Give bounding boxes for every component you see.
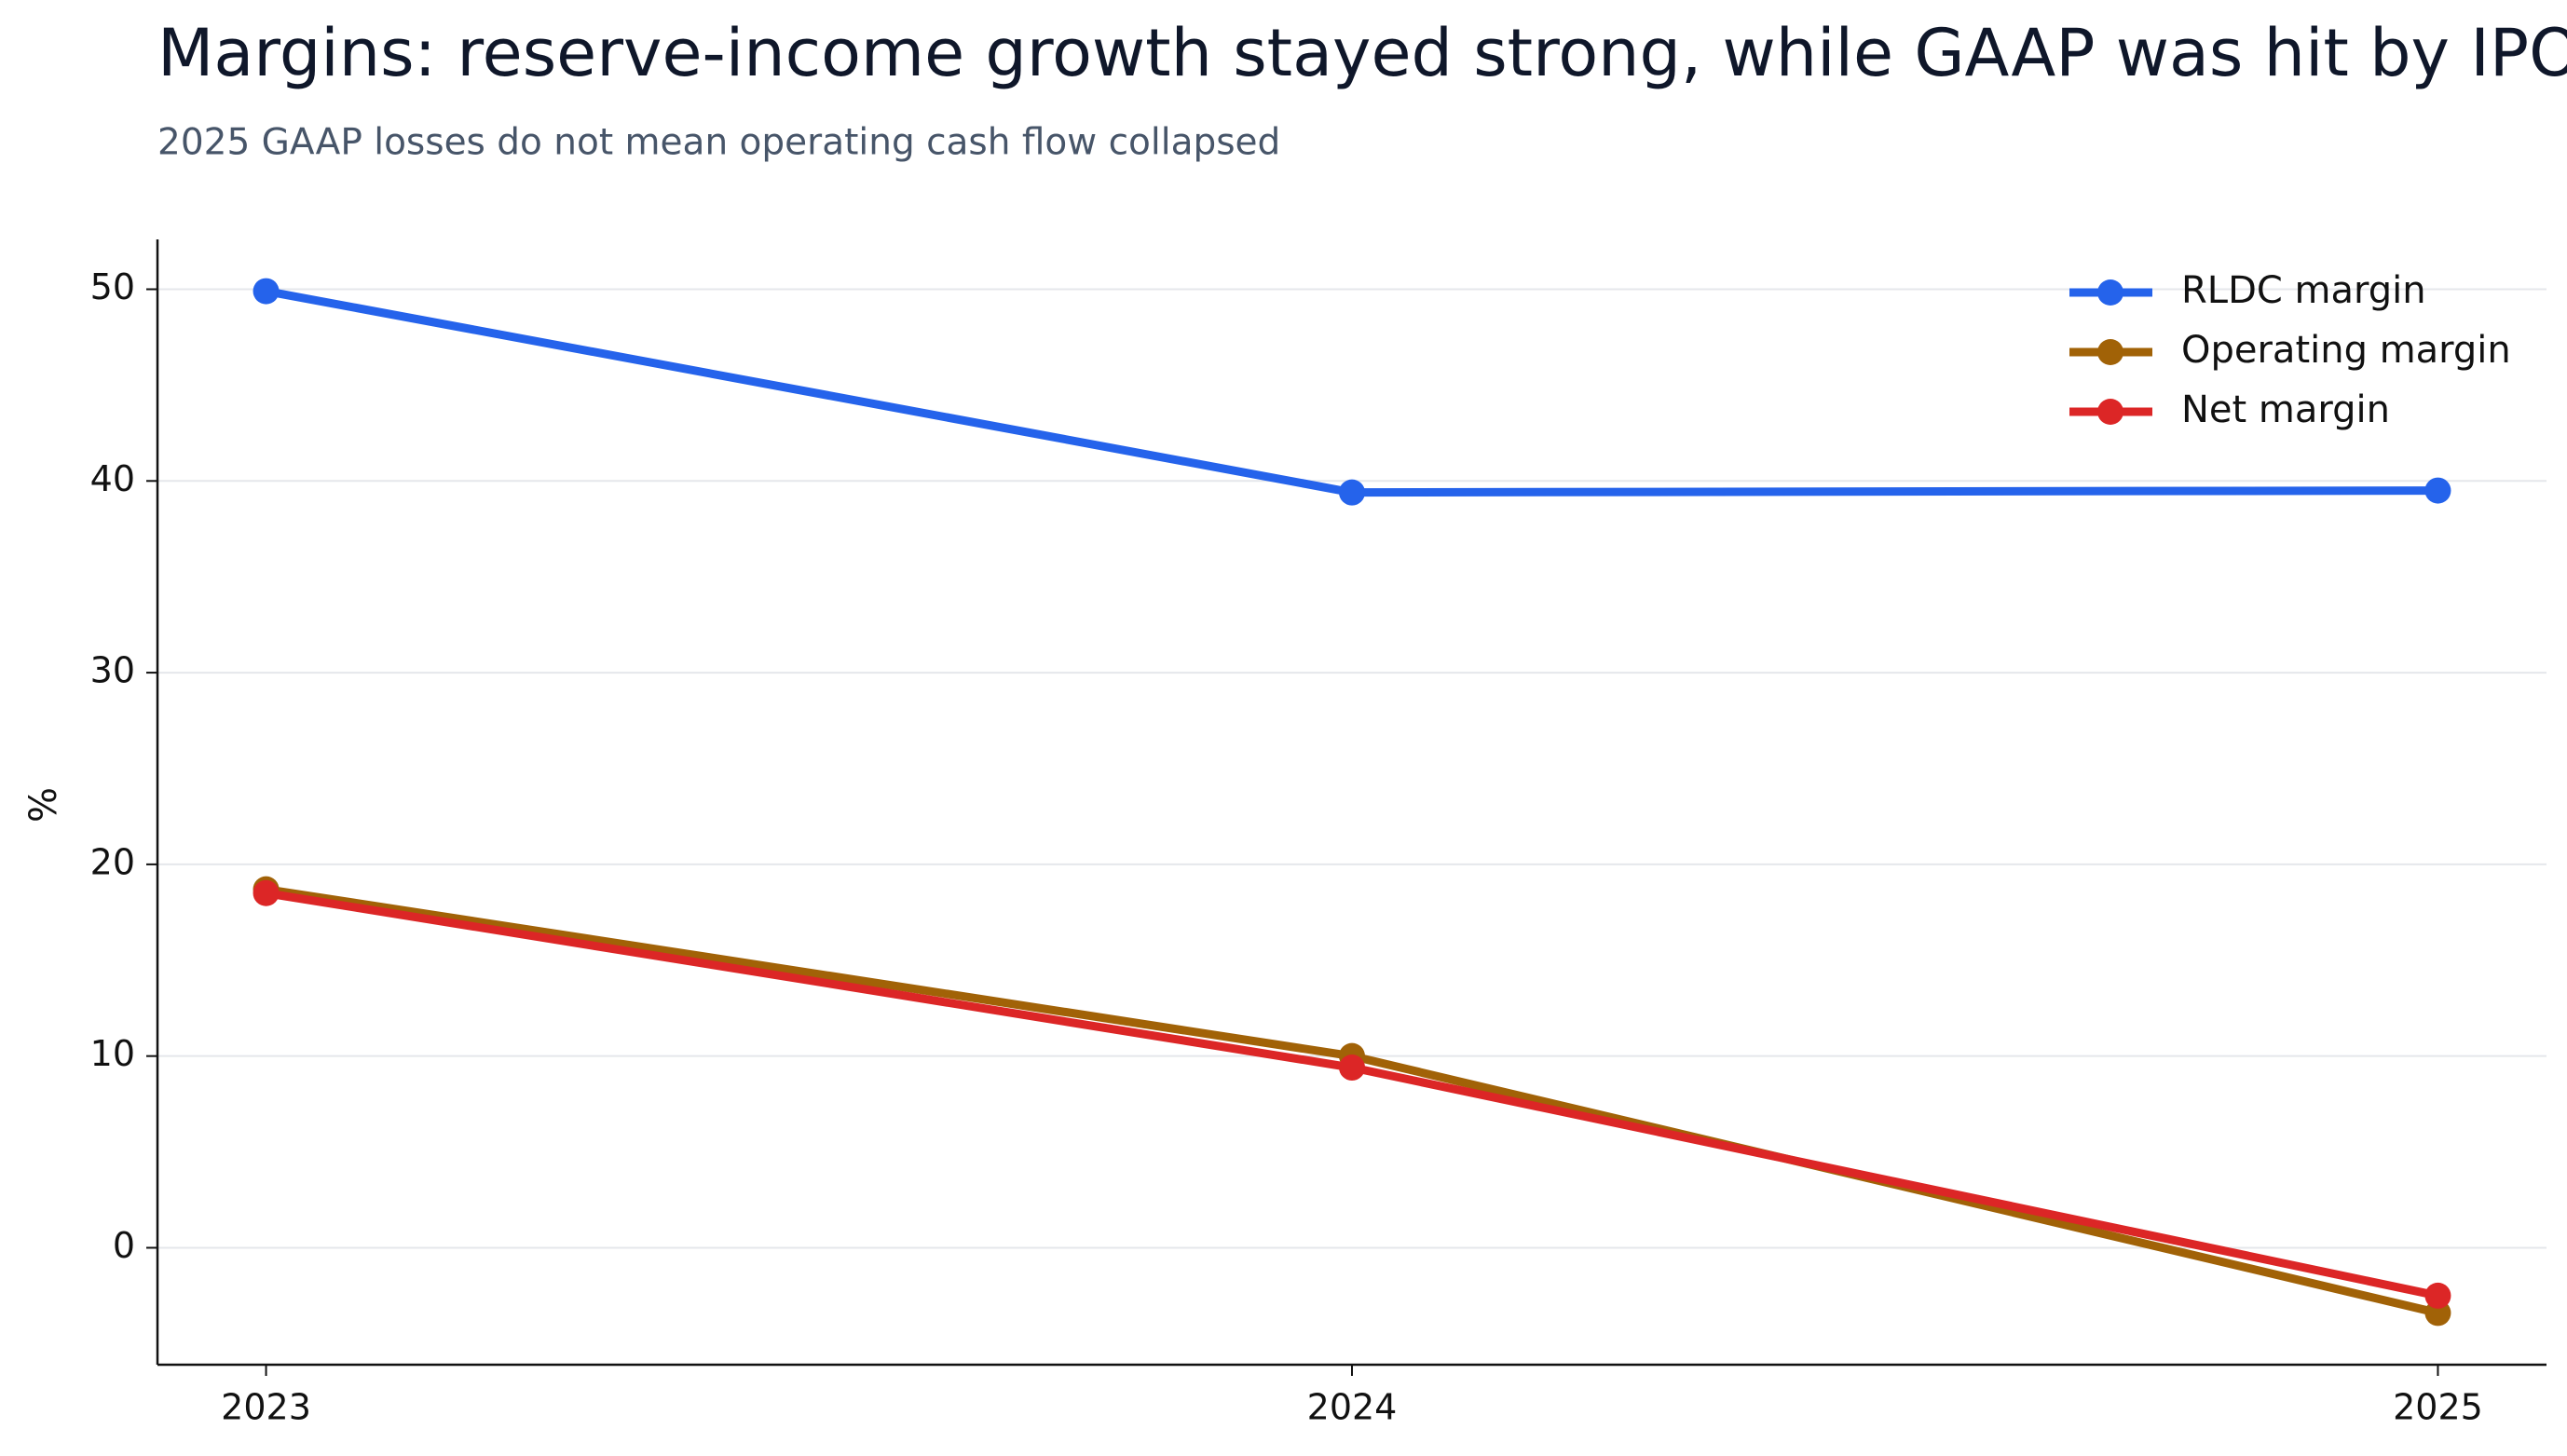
x-tick-label: 2024: [1307, 1387, 1398, 1428]
legend-label: Net margin: [2181, 388, 2390, 431]
series-line: [265, 287, 2438, 497]
data-point: [253, 879, 280, 906]
y-tick-label: 40: [90, 458, 135, 499]
y-tick-label: 10: [90, 1033, 135, 1074]
data-point: [2424, 1282, 2451, 1309]
chart-subtitle: 2025 GAAP losses do not mean operating c…: [157, 122, 1280, 164]
legend-marker: [2097, 399, 2123, 425]
x-tick-label: 2023: [221, 1387, 311, 1428]
chart-title: Margins: reserve-income growth stayed st…: [157, 15, 2567, 91]
series-line: [265, 885, 2439, 1317]
data-point: [2424, 477, 2451, 504]
data-point: [1339, 1055, 1365, 1082]
legend-label: Operating margin: [2181, 329, 2511, 372]
data-point: [1339, 479, 1365, 506]
legend-marker: [2097, 339, 2123, 365]
data-point: [253, 278, 280, 305]
x-tick-label: 2025: [2393, 1387, 2483, 1428]
legend-label: RLDC margin: [2181, 269, 2426, 312]
y-tick-label: 30: [90, 650, 135, 691]
y-tick-label: 50: [90, 266, 135, 307]
y-axis-label: %: [22, 787, 65, 823]
y-tick-label: 0: [113, 1225, 135, 1266]
legend-marker: [2097, 279, 2123, 306]
y-tick-label: 20: [90, 841, 135, 882]
